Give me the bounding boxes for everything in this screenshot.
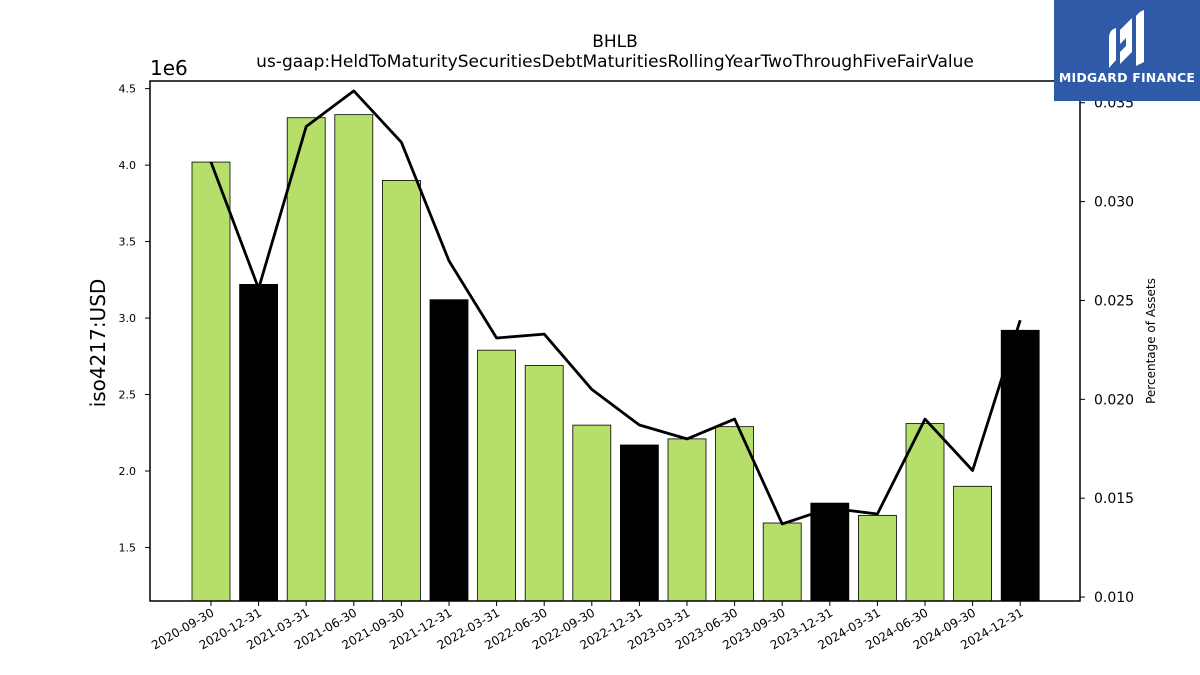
bar-group [191,114,1040,602]
y2-tick-label: 0.020 [1094,392,1134,408]
bar-2020-09-30 [191,161,231,602]
percentage-line-group [209,89,1022,526]
y-axis-label: iso4217:USD [86,278,110,408]
bar-2023-12-31 [810,502,850,602]
y-tick-label: 3.5 [119,236,137,249]
y2-tick-label: 0.030 [1094,195,1134,211]
y-tick-label: 4.5 [119,83,137,96]
bar-2021-09-30 [381,180,421,602]
bar-2022-09-30 [572,424,612,602]
y-tick-label: 2.0 [119,465,137,478]
bar-2023-03-31 [667,438,707,602]
bar-2024-09-30 [953,485,992,602]
bar-2020-12-31 [239,284,279,602]
bar-2024-06-30 [905,423,945,602]
y-tick-label: 1.5 [119,541,137,554]
bar-2022-06-30 [524,365,564,602]
bar-2023-09-30 [762,522,802,602]
y2-tick-label: 0.015 [1094,491,1134,507]
bar-2022-12-31 [620,444,659,602]
y-tick-label: 4.0 [119,159,137,172]
percentage-line [209,89,1022,526]
chart-title: BHLB [592,32,638,52]
bar-2021-03-31 [286,117,326,602]
x-axis: 2020-09-302020-12-312021-03-312021-06-30… [149,601,1026,652]
y2-axis-label: Percentage of Assets [1144,278,1158,404]
bar-2021-06-30 [334,114,374,602]
brand-logo: MIDGARD FINANCE [1054,0,1200,101]
bar-2021-12-31 [429,299,469,602]
bar-2024-03-31 [858,514,897,602]
logo-mark-icon [1109,10,1144,68]
y2-tick-label: 0.025 [1094,293,1134,309]
y2-tick-label: 0.010 [1094,590,1134,606]
bar-2022-03-31 [477,349,517,602]
y-tick-label: 3.0 [119,312,137,325]
y-axis-left: 1.5 2.0 2.5 3.0 3.5 4.0 4.5 [119,83,150,554]
y-scale-label: 1e6 [150,56,188,80]
bar-2023-06-30 [715,426,754,602]
bar-2024-12-31 [1000,329,1040,602]
logo-text: MIDGARD FINANCE [1058,70,1196,85]
y-tick-label: 2.5 [119,389,137,402]
chart-subtitle: us-gaap:HeldToMaturitySecuritiesDebtMatu… [256,52,974,72]
plot-frame [149,80,1081,602]
